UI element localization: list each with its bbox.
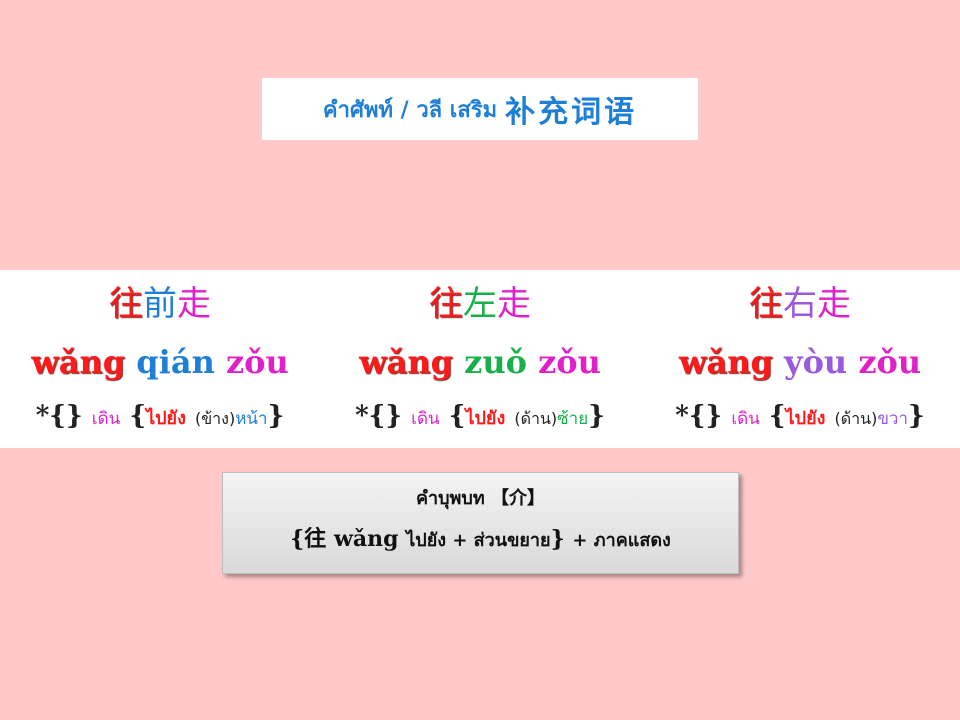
note-formula: {往 wǎng ไปยัง + ส่วนขยาย} + ภาคแสดง xyxy=(223,521,738,554)
pinyin-direction: qián xyxy=(136,343,215,381)
hanzi-line: 往前走 xyxy=(0,282,320,326)
pinyin-direction: yòu xyxy=(783,343,848,381)
note-open-brace: { xyxy=(290,526,305,552)
pinyin-line: wǎng qián zǒu xyxy=(0,340,320,384)
hanzi-direction: 右 xyxy=(783,284,817,324)
vocab-column-left: 往左走 wǎng zuǒ zǒu *{} เดิน {ไปยัง (ด้าน)ซ… xyxy=(320,270,640,448)
hanzi-direction: 前 xyxy=(143,284,177,324)
gloss-star: *{} xyxy=(35,401,83,431)
title-chinese: 补充词语 xyxy=(505,95,638,130)
pinyin-zou: zǒu xyxy=(538,343,601,381)
hanzi-wang: 往 xyxy=(429,284,463,324)
pinyin-line: wǎng yòu zǒu xyxy=(640,340,960,384)
gloss-line: *{} เดิน {ไปยัง (ข้าง)หน้า} xyxy=(35,401,285,431)
gloss-walk: เดิน xyxy=(91,409,121,429)
title-thai: คำศัพท์ / วลี เสริม xyxy=(322,97,498,123)
pinyin-zou: zǒu xyxy=(858,343,922,381)
gloss-aux: (ด้าน) xyxy=(514,409,558,428)
gloss-aux: (ข้าง) xyxy=(194,409,236,428)
note-label: คำบุพบท xyxy=(415,488,485,509)
note-meaning: ไปยัง + ส่วนขยาย xyxy=(406,530,551,551)
gloss-to: ไปยัง xyxy=(465,408,506,429)
hanzi-wang: 往 xyxy=(749,284,783,324)
note-heading: คำบุพบท 【介】 xyxy=(223,483,738,512)
hanzi-zou: 走 xyxy=(817,284,851,324)
gloss-direction: หน้า xyxy=(235,409,268,429)
grammar-note-box: คำบุพบท 【介】 {往 wǎng ไปยัง + ส่วนขยาย} + … xyxy=(222,472,739,574)
pinyin-wang: wǎng xyxy=(359,343,454,381)
pinyin-line: wǎng zuǒ zǒu xyxy=(320,340,640,384)
title-box: คำศัพท์ / วลี เสริม 补充词语 xyxy=(262,78,698,140)
pinyin-direction: zuǒ xyxy=(464,343,527,381)
hanzi-line: 往右走 xyxy=(640,282,960,326)
gloss-star: *{} xyxy=(675,401,723,431)
gloss-line: *{} เดิน {ไปยัง (ด้าน)ซ้าย} xyxy=(355,401,605,431)
gloss-line: *{} เดิน {ไปยัง (ด้าน)ขวา} xyxy=(675,401,925,431)
pinyin-wang: wǎng xyxy=(31,343,126,381)
hanzi-line: 往左走 xyxy=(320,282,640,326)
hanzi-wang: 往 xyxy=(109,284,143,324)
note-pinyin: wǎng xyxy=(333,526,399,552)
hanzi-zou: 走 xyxy=(177,284,211,324)
gloss-star: *{} xyxy=(355,401,403,431)
note-close-brace: } xyxy=(550,526,565,552)
note-pos: 【介】 xyxy=(491,488,545,509)
vocab-column-right: 往右走 wǎng yòu zǒu *{} เดิน {ไปยัง (ด้าน)ข… xyxy=(640,270,960,448)
hanzi-direction: 左 xyxy=(463,284,497,324)
gloss-aux: (ด้าน) xyxy=(834,409,878,428)
hanzi-zou: 走 xyxy=(497,284,531,324)
note-hanzi: 往 xyxy=(304,526,327,552)
pinyin-wang: wǎng xyxy=(678,343,773,381)
gloss-walk: เดิน xyxy=(731,409,760,429)
gloss-to: ไปยัง xyxy=(785,408,826,429)
pinyin-zou: zǒu xyxy=(225,343,289,381)
gloss-walk: เดิน xyxy=(411,409,440,429)
vocab-band: 往前走 wǎng qián zǒu *{} เดิน {ไปยัง (ข้าง)… xyxy=(0,270,960,448)
gloss-direction: ซ้าย xyxy=(557,409,589,429)
vocab-column-forward: 往前走 wǎng qián zǒu *{} เดิน {ไปยัง (ข้าง)… xyxy=(0,270,320,448)
gloss-to: ไปยัง xyxy=(146,408,186,429)
note-rest: + ภาคแสดง xyxy=(572,530,671,551)
gloss-direction: ขวา xyxy=(877,409,909,429)
